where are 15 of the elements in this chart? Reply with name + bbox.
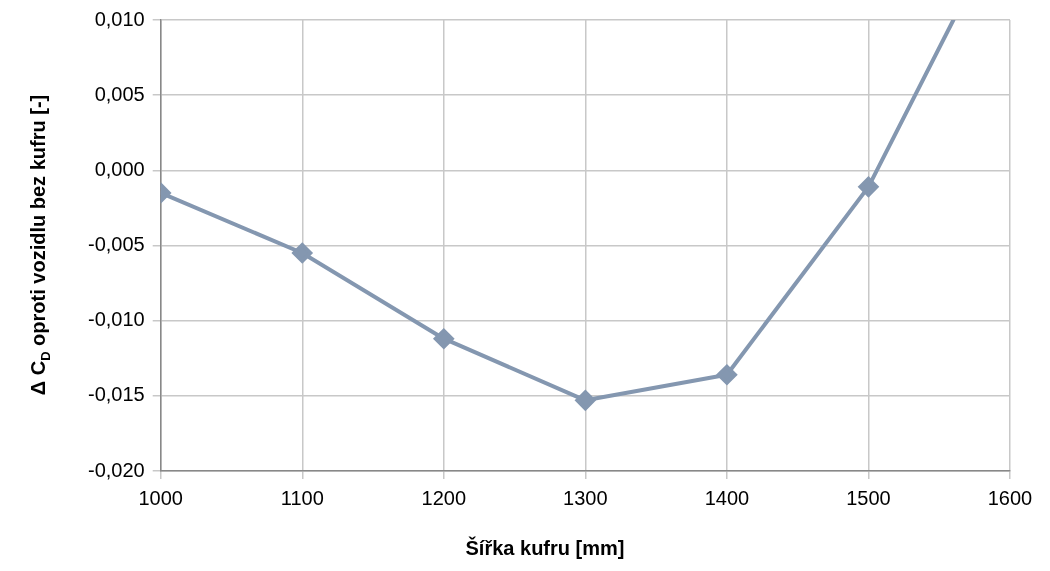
y-tick-label: -0,020: [87, 458, 145, 481]
x-tick-label: 1200: [421, 486, 467, 509]
y-tick-label: 0,000: [94, 157, 145, 180]
y-tick-label: 0,005: [94, 82, 145, 105]
x-tick-label: 1300: [563, 486, 608, 509]
x-tick-label: 1400: [704, 486, 750, 509]
x-tick-label: 1600: [987, 486, 1033, 509]
x-tick-label: 1000: [138, 486, 183, 509]
y-tick-label: -0,015: [87, 383, 145, 406]
x-axis-title: Šířka kufru [mm]: [465, 535, 625, 559]
x-tick-label: 1500: [846, 486, 891, 509]
y-tick-label: -0,005: [87, 233, 145, 256]
x-tick-label: 1100: [280, 486, 324, 509]
y-tick-label: 0,010: [94, 7, 145, 30]
y-tick-label: -0,010: [87, 308, 145, 331]
